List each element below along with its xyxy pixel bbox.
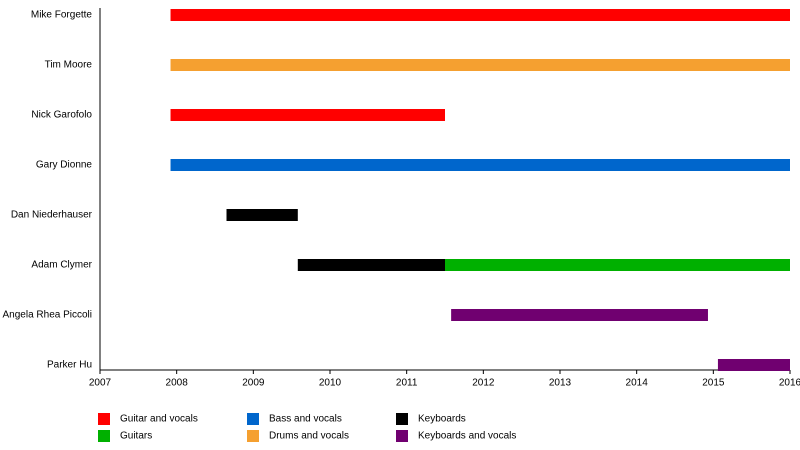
tenure-bar [717, 359, 790, 371]
member-label: Nick Garofolo [31, 110, 92, 121]
x-tick-label: 2009 [242, 378, 265, 389]
tenure-bar [451, 309, 708, 321]
x-tick-label: 2015 [702, 378, 725, 389]
member-label: Mike Forgette [31, 10, 93, 21]
member-label: Angela Rhea Piccoli [3, 310, 93, 321]
tenure-bar [170, 109, 446, 121]
tenure-bar [445, 259, 790, 271]
x-tick-label: 2007 [89, 378, 112, 389]
legend-swatch [247, 413, 259, 425]
legend-swatch [396, 413, 408, 425]
tenure-bar [170, 159, 791, 171]
legend-label: Bass and vocals [269, 414, 342, 425]
legend-swatch [396, 430, 408, 442]
member-label: Dan Niederhauser [11, 210, 93, 221]
legend-label: Guitars [120, 431, 152, 442]
x-tick-label: 2008 [166, 378, 189, 389]
member-label: Adam Clymer [31, 260, 92, 271]
x-tick-label: 2011 [396, 378, 418, 389]
tenure-bar [226, 209, 298, 221]
tenure-bar [297, 259, 445, 271]
legend-swatch [98, 430, 110, 442]
legend-swatch [98, 413, 110, 425]
tenure-bar [170, 9, 791, 21]
tenure-bar [170, 59, 791, 71]
legend-label: Keyboards and vocals [418, 431, 516, 442]
legend-label: Drums and vocals [269, 431, 349, 442]
member-label: Tim Moore [45, 60, 93, 71]
x-tick-label: 2010 [319, 378, 342, 389]
member-label: Parker Hu [47, 360, 92, 371]
x-tick-label: 2013 [549, 378, 572, 389]
x-tick-label: 2012 [472, 378, 495, 389]
x-tick-label: 2014 [626, 378, 649, 389]
x-tick-label: 2016 [779, 378, 800, 389]
legend-swatch [247, 430, 259, 442]
member-label: Gary Dionne [36, 160, 93, 171]
legend-label: Keyboards [418, 414, 466, 425]
legend-label: Guitar and vocals [120, 414, 198, 425]
